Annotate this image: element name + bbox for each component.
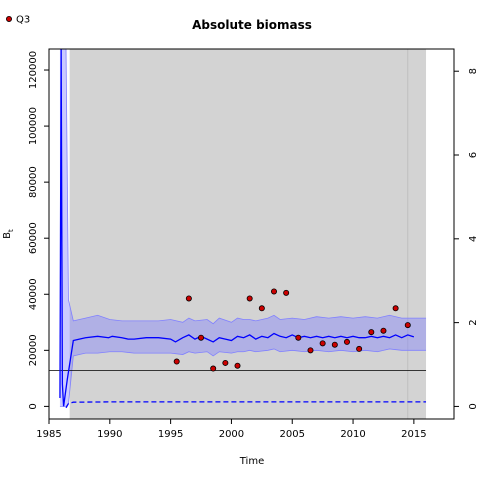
data-point-q3: [343, 338, 350, 345]
y-axis-title-sub: t: [7, 229, 15, 232]
x-tick-label: 2005: [280, 429, 305, 440]
y-tick-label: 60000: [28, 222, 39, 254]
y2-tick-label: 0: [468, 403, 479, 409]
y-tick-label: 80000: [28, 166, 39, 198]
data-point-q3: [356, 345, 363, 352]
data-point-q3: [270, 288, 277, 295]
legend-label-q3: Q3: [16, 15, 30, 26]
y2-tick-label: 8: [468, 68, 479, 74]
y2-tick-label: 4: [468, 236, 479, 242]
biomass-line: [59, 49, 415, 407]
legend-marker-q3: [6, 15, 12, 22]
data-point-q3: [210, 365, 217, 372]
data-point-q3: [380, 327, 387, 334]
y-axis-title: Bt: [2, 229, 15, 239]
x-tick-label: 2000: [219, 429, 244, 440]
band-lower-line: [59, 348, 427, 407]
data-point-q3: [404, 322, 411, 329]
x-tick-label: 1990: [97, 429, 122, 440]
legend: Q3: [6, 15, 30, 26]
data-point-q3: [246, 295, 253, 302]
data-point-q3: [283, 289, 290, 296]
data-point-q3: [392, 305, 399, 312]
band-upper-line: [59, 49, 427, 325]
y-axis-left: 0 20000 40000 60000 80000 100000 120000: [28, 51, 49, 410]
y-tick-label: 100000: [28, 107, 39, 145]
y-axis-title-main: B: [2, 232, 13, 239]
dashed-line: [65, 401, 427, 409]
y-tick-label: 40000: [28, 278, 39, 310]
x-axis: 1985 1990 1995 2000 2005 2010 2015: [36, 419, 427, 440]
x-tick-label: 2010: [340, 429, 365, 440]
shaded-region: [69, 49, 427, 419]
x-axis-title: Time: [239, 456, 264, 467]
data-point-q3: [173, 358, 180, 365]
plot-area: [49, 49, 427, 419]
y-tick-label: 0: [28, 403, 39, 409]
y-tick-label: 20000: [28, 334, 39, 366]
data-point-q3: [319, 340, 326, 347]
chart-title: Absolute biomass: [192, 18, 312, 32]
x-tick-label: 1985: [36, 429, 61, 440]
y2-tick-label: 6: [468, 152, 479, 158]
x-tick-label: 1995: [158, 429, 183, 440]
data-point-q3: [222, 359, 229, 366]
confidence-band: [59, 49, 427, 407]
y-axis-right: 0 2 4 6 8: [454, 68, 479, 410]
data-point-q3: [368, 329, 375, 336]
data-point-q3: [198, 334, 205, 341]
data-point-q3: [234, 362, 241, 369]
data-point-q3: [185, 295, 192, 302]
plot-content: [49, 49, 427, 419]
data-point-q3: [295, 334, 302, 341]
data-point-q3: [331, 341, 338, 348]
data-point-q3: [258, 305, 265, 312]
x-tick-label: 2015: [401, 429, 426, 440]
data-point-q3: [307, 347, 314, 354]
y2-tick-label: 2: [468, 319, 479, 325]
y-tick-label: 120000: [28, 51, 39, 89]
plot-frame: [48, 48, 455, 420]
